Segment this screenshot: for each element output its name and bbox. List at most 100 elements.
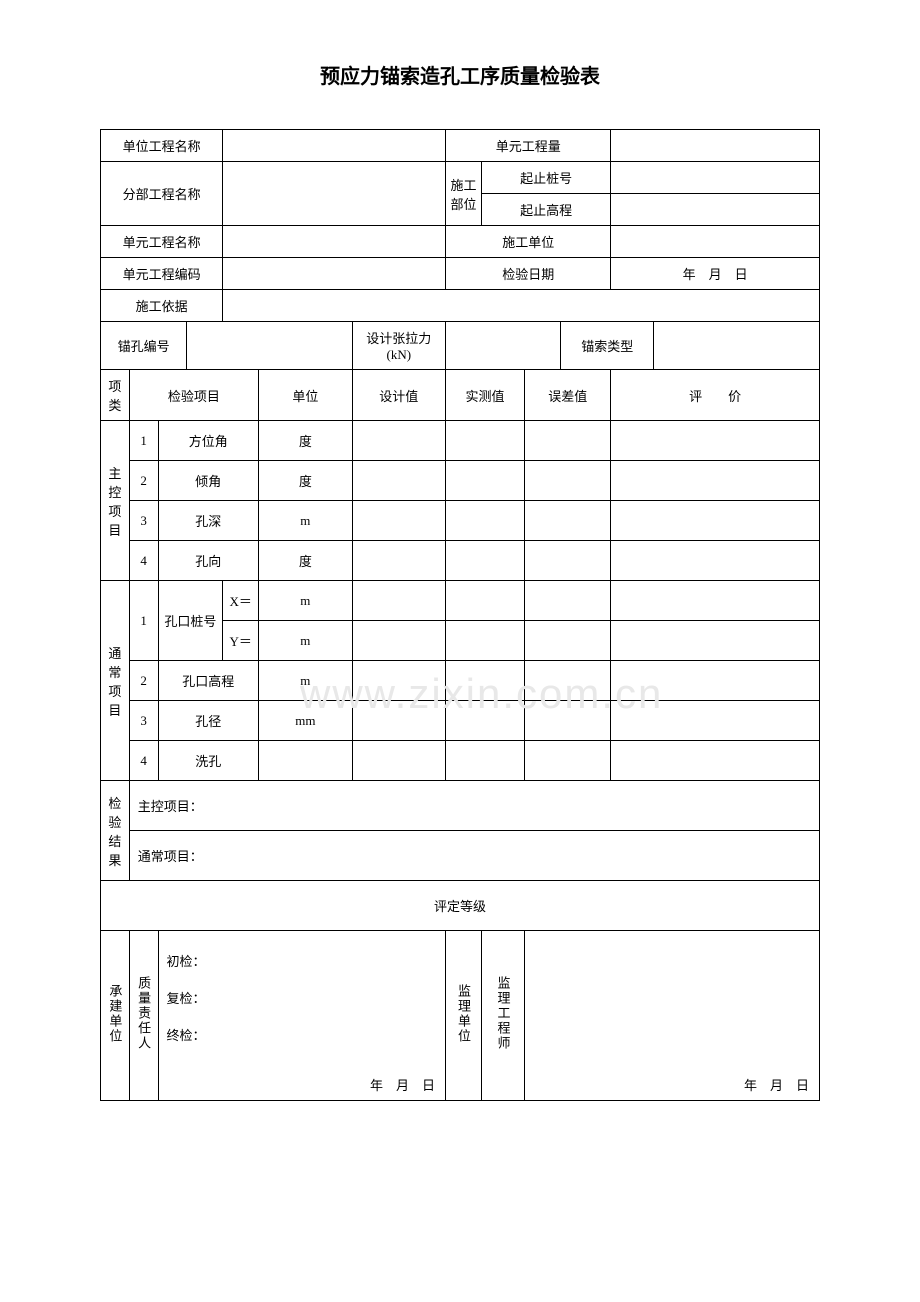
cell-construction-basis xyxy=(223,290,820,322)
cell-start-end-pile xyxy=(611,162,820,194)
row-num: 3 xyxy=(129,501,158,541)
cell xyxy=(352,421,445,461)
item-azimuth: 方位角 xyxy=(158,421,259,461)
cell xyxy=(446,581,525,621)
col-design-value: 设计值 xyxy=(352,370,445,421)
label-anchor-hole-no: 锚孔编号 xyxy=(101,322,187,370)
result-main-control: 主控项目： xyxy=(129,781,819,831)
label-initial-check: 初检： xyxy=(167,951,438,970)
label-unit-code: 单元工程编码 xyxy=(101,258,223,290)
cell-start-end-elev xyxy=(611,194,820,226)
label-main-control: 主控项目 xyxy=(101,421,130,581)
cell xyxy=(611,741,820,781)
col-inspection-item: 检验项目 xyxy=(129,370,258,421)
cell xyxy=(352,621,445,661)
cell xyxy=(446,701,525,741)
cell xyxy=(446,461,525,501)
label-unit-name: 单元工程名称 xyxy=(101,226,223,258)
cell xyxy=(352,661,445,701)
label-evaluation-grade: 评定等级 xyxy=(101,881,820,931)
cell xyxy=(525,421,611,461)
item-hole-washing: 洗孔 xyxy=(158,741,259,781)
cell xyxy=(611,621,820,661)
col-unit: 单位 xyxy=(259,370,352,421)
unit-deg: 度 xyxy=(259,421,352,461)
cell xyxy=(446,421,525,461)
row-num: 3 xyxy=(129,701,158,741)
contractor-date: 年 月 日 xyxy=(370,1075,435,1094)
cell-anchor-type xyxy=(654,322,820,370)
supervision-date: 年 月 日 xyxy=(744,1075,809,1094)
unit-m: m xyxy=(259,621,352,661)
label-construction-unit: 施工单位 xyxy=(446,226,611,258)
item-hole-elevation: 孔口高程 xyxy=(158,661,259,701)
col-evaluation: 评 价 xyxy=(611,370,820,421)
label-start-end-pile: 起止桩号 xyxy=(481,162,610,194)
label-unit-project-qty: 单元工程量 xyxy=(446,130,611,162)
cell xyxy=(611,461,820,501)
label-unit-project-name: 单位工程名称 xyxy=(101,130,223,162)
row-num: 4 xyxy=(129,741,158,781)
cell xyxy=(259,741,352,781)
label-re-check: 复检： xyxy=(167,988,438,1007)
unit-deg: 度 xyxy=(259,541,352,581)
label-supervision-engineer: 监理工程师 xyxy=(481,931,524,1101)
cell xyxy=(352,501,445,541)
cell xyxy=(446,741,525,781)
cell xyxy=(611,701,820,741)
label-x-eq: X＝ xyxy=(223,581,259,621)
label-construction-basis: 施工依据 xyxy=(101,290,223,322)
label-anchor-type: 锚索类型 xyxy=(561,322,654,370)
row-num: 2 xyxy=(129,661,158,701)
col-measured-value: 实测值 xyxy=(446,370,525,421)
cell-unit-code xyxy=(223,258,446,290)
cell xyxy=(525,661,611,701)
row-num: 2 xyxy=(129,461,158,501)
item-hole-diameter: 孔径 xyxy=(158,701,259,741)
cell xyxy=(446,501,525,541)
cell xyxy=(525,541,611,581)
cell xyxy=(446,541,525,581)
cell xyxy=(525,621,611,661)
cell xyxy=(352,581,445,621)
col-category: 项类 xyxy=(101,370,130,421)
label-final-check: 终检： xyxy=(167,1025,438,1044)
cell-contractor-sig: 初检： 复检： 终检： 年 月 日 xyxy=(158,931,446,1101)
cell xyxy=(446,661,525,701)
label-normal-item: 通常项目 xyxy=(101,581,130,781)
cell xyxy=(525,581,611,621)
cell-unit-project-qty xyxy=(611,130,820,162)
label-supervision-unit: 监理单位 xyxy=(446,931,482,1101)
cell xyxy=(352,461,445,501)
cell xyxy=(352,541,445,581)
cell xyxy=(525,741,611,781)
label-quality-responsible: 质量责任人 xyxy=(129,931,158,1101)
cell xyxy=(611,421,820,461)
cell-inspection-date: 年 月 日 xyxy=(611,258,820,290)
cell xyxy=(525,701,611,741)
cell xyxy=(525,501,611,541)
item-inclination: 倾角 xyxy=(158,461,259,501)
cell-supervision-sig: 年 月 日 xyxy=(525,931,820,1101)
row-num: 1 xyxy=(129,421,158,461)
cell xyxy=(611,501,820,541)
label-subdiv-name: 分部工程名称 xyxy=(101,162,223,226)
row-num: 1 xyxy=(129,581,158,661)
cell-unit-project-name xyxy=(223,130,446,162)
col-error-value: 误差值 xyxy=(525,370,611,421)
cell xyxy=(525,461,611,501)
cell-construction-unit xyxy=(611,226,820,258)
unit-m: m xyxy=(259,501,352,541)
label-construction-part: 施工部位 xyxy=(446,162,482,226)
cell xyxy=(611,661,820,701)
cell xyxy=(352,701,445,741)
cell xyxy=(611,541,820,581)
row-num: 4 xyxy=(129,541,158,581)
cell xyxy=(352,741,445,781)
page-title: 预应力锚索造孔工序质量检验表 xyxy=(100,60,820,89)
item-hole-pile-no: 孔口桩号 xyxy=(158,581,223,661)
label-design-tension: 设计张拉力(kN) xyxy=(352,322,445,370)
unit-deg: 度 xyxy=(259,461,352,501)
label-contractor: 承建单位 xyxy=(101,931,130,1101)
inspection-table: 单位工程名称 单元工程量 分部工程名称 施工部位 起止桩号 起止高程 单元工程名… xyxy=(100,129,820,1101)
